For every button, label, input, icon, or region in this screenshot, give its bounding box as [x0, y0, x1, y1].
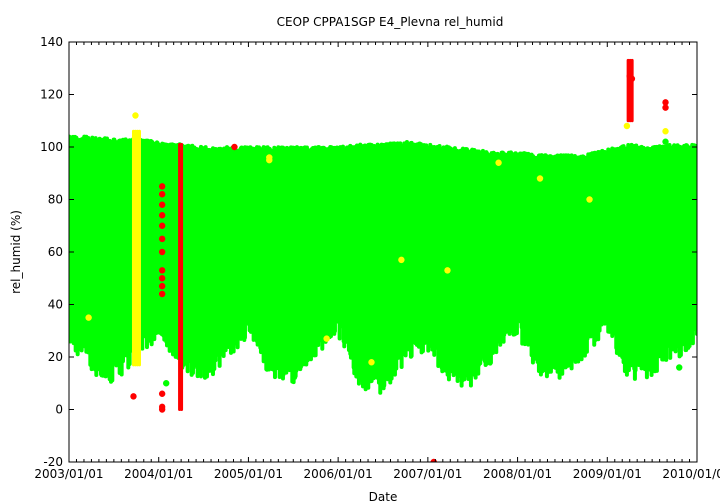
data-point	[158, 191, 166, 198]
data-point	[662, 128, 669, 135]
data-point	[162, 380, 170, 387]
chart-title: CEOP CPPA1SGP E4_Plevna rel_humid	[277, 15, 504, 29]
x-tick-label: 2006/01/01	[304, 467, 373, 481]
data-point	[85, 314, 92, 321]
data-point	[158, 406, 166, 413]
series-layer	[69, 58, 697, 462]
data-point	[130, 393, 137, 400]
data-point	[158, 212, 166, 219]
x-axis: 2003/01/01 2004/01/01 2005/01/01 2006/01/01…	[34, 42, 720, 481]
data-point	[628, 75, 636, 82]
data-point	[158, 201, 166, 208]
series-questionable	[85, 112, 669, 367]
data-point	[323, 335, 330, 342]
x-tick-label: 2003/01/01	[34, 467, 103, 481]
series-bad	[130, 58, 669, 462]
data-point	[398, 256, 405, 264]
data-point	[158, 235, 166, 243]
data-point	[158, 275, 166, 282]
x-tick-label: 2009/01/01	[573, 467, 642, 481]
data-point	[368, 359, 375, 366]
data-point	[676, 364, 683, 371]
data-point	[586, 196, 593, 203]
y-tick-label: 100	[40, 140, 63, 154]
data-point	[495, 159, 502, 166]
y-tick-label: 40	[48, 298, 63, 312]
x-tick-label: 2007/01/01	[393, 467, 462, 481]
data-point	[444, 267, 451, 274]
data-point	[536, 175, 544, 182]
y-tick-label: 60	[48, 245, 63, 259]
data-point	[158, 290, 166, 298]
data-point	[158, 248, 166, 256]
data-point	[158, 282, 166, 290]
data-point	[132, 112, 139, 119]
data-point	[623, 122, 631, 130]
x-tick-label: 2004/01/01	[124, 467, 193, 481]
y-tick-label: 20	[48, 350, 63, 364]
y-tick-label: 140	[40, 35, 63, 49]
data-point	[662, 104, 669, 111]
x-tick-label: 2005/01/01	[214, 467, 283, 481]
x-tick-label: 2008/01/01	[483, 467, 552, 481]
data-point	[662, 99, 669, 106]
series-good	[69, 134, 697, 395]
x-tick-label: 2010/01/01	[662, 467, 720, 481]
y-tick-label: 80	[48, 193, 63, 207]
data-point	[266, 156, 273, 164]
x-axis-label: Date	[369, 490, 398, 504]
y-axis-label: rel_humid (%)	[9, 210, 23, 294]
data-point	[158, 390, 166, 397]
data-point	[158, 183, 166, 190]
data-point	[158, 267, 166, 274]
data-point	[231, 143, 238, 151]
data-point	[662, 138, 669, 145]
y-tick-label: 120	[40, 88, 63, 102]
y-tick-label: 0	[55, 403, 63, 417]
y-tick-label: -20	[43, 455, 63, 469]
data-point	[158, 222, 166, 229]
y-axis: -20 0 20 40 60 80 100 120 140	[40, 35, 697, 469]
